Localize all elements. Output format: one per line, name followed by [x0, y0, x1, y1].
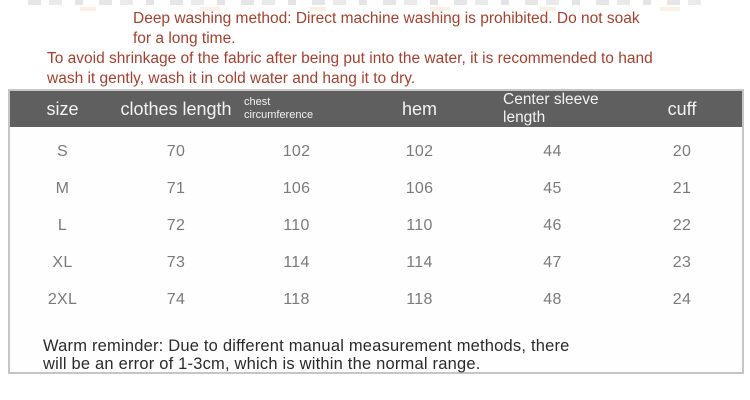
- header-row: size clothes length chest circumference …: [10, 91, 742, 127]
- table-body: S 70 102 102 44 20 M 71 106 106 45 21 L: [10, 127, 742, 318]
- table-cell: 46: [543, 216, 562, 234]
- table-cell: 24: [672, 290, 692, 308]
- table-cell: 114: [283, 253, 310, 271]
- column-header-hem: hem: [401, 98, 437, 119]
- reminder-line: Warm reminder: Due to different manual m…: [43, 337, 570, 355]
- column-header-size: size: [46, 98, 79, 119]
- table-cell: M: [55, 179, 70, 197]
- warm-reminder-note: Warm reminder: Due to different manual m…: [43, 337, 570, 373]
- table-cell: 23: [672, 253, 692, 271]
- table-cell: 102: [282, 142, 311, 160]
- table-header: size clothes length chest circumference …: [10, 91, 742, 127]
- table-cell: 71: [166, 179, 186, 197]
- notice-line: for a long time.: [133, 29, 236, 47]
- table-cell: 48: [543, 290, 562, 308]
- table-cell: 110: [283, 216, 310, 234]
- table-cell: L: [57, 216, 68, 234]
- notice-line: wash it gently, wash it in cold water an…: [47, 69, 416, 87]
- column-header-center-sleeve-length: Center sleeve length: [483, 91, 622, 127]
- table-cell: 22: [672, 216, 692, 234]
- table-cell: 73: [166, 253, 186, 271]
- table-cell: 106: [282, 179, 311, 197]
- size-chart-box: size clothes length chest circumference …: [8, 89, 744, 374]
- size-row-m: M 71 106 106 45 21: [10, 170, 742, 207]
- column-header-center-sleeve-length-label: Center sleeve length: [503, 91, 599, 126]
- size-row-l: L 72 110 110 46 22: [10, 207, 742, 244]
- notice-line: To avoid shrinkage of the fabric after b…: [47, 50, 653, 67]
- table-cell: 110: [406, 216, 433, 234]
- size-row-xl: XL 73 114 114 47 23: [10, 244, 742, 281]
- table-cell: 20: [672, 142, 692, 160]
- shrinkage-notice: To avoid shrinkage of the fabric after b…: [47, 49, 653, 88]
- size-row-2xl: 2XL 74 118 118 48 24: [10, 281, 742, 318]
- table-cell: XL: [52, 253, 73, 271]
- table-cell: 74: [166, 290, 186, 308]
- table-cell: 2XL: [47, 290, 78, 308]
- table-cell: 106: [405, 179, 434, 197]
- cropped-text-artifact: [28, 0, 705, 5]
- cropped-text-artifact-warm: [80, 7, 680, 11]
- table-cell: 72: [166, 216, 186, 234]
- column-header-chest-circumference: chest circumference: [237, 91, 356, 127]
- table-cell: 45: [543, 179, 562, 197]
- table-cell: 44: [543, 142, 562, 160]
- size-row-s: S 70 102 102 44 20: [10, 127, 742, 170]
- notice-line: Deep washing method: Direct machine wash…: [133, 10, 640, 27]
- table-cell: 102: [405, 142, 434, 160]
- table-cell: 47: [543, 253, 562, 271]
- column-header-cuff: cuff: [667, 98, 697, 119]
- table-cell: 118: [406, 290, 433, 308]
- column-header-chest-circumference-label: chest circumference: [244, 96, 314, 121]
- column-header-clothes-length: clothes length: [120, 98, 232, 119]
- table-cell: 21: [672, 179, 692, 197]
- washing-method-notice: Deep washing method: Direct machine wash…: [133, 9, 640, 48]
- reminder-line: will be an error of 1-3cm, which is with…: [43, 354, 481, 373]
- table-cell: S: [57, 142, 68, 160]
- table-cell: 118: [283, 290, 310, 308]
- table-cell: 114: [406, 253, 433, 271]
- size-chart-table: size clothes length chest circumference …: [10, 91, 742, 318]
- table-cell: 70: [166, 142, 186, 160]
